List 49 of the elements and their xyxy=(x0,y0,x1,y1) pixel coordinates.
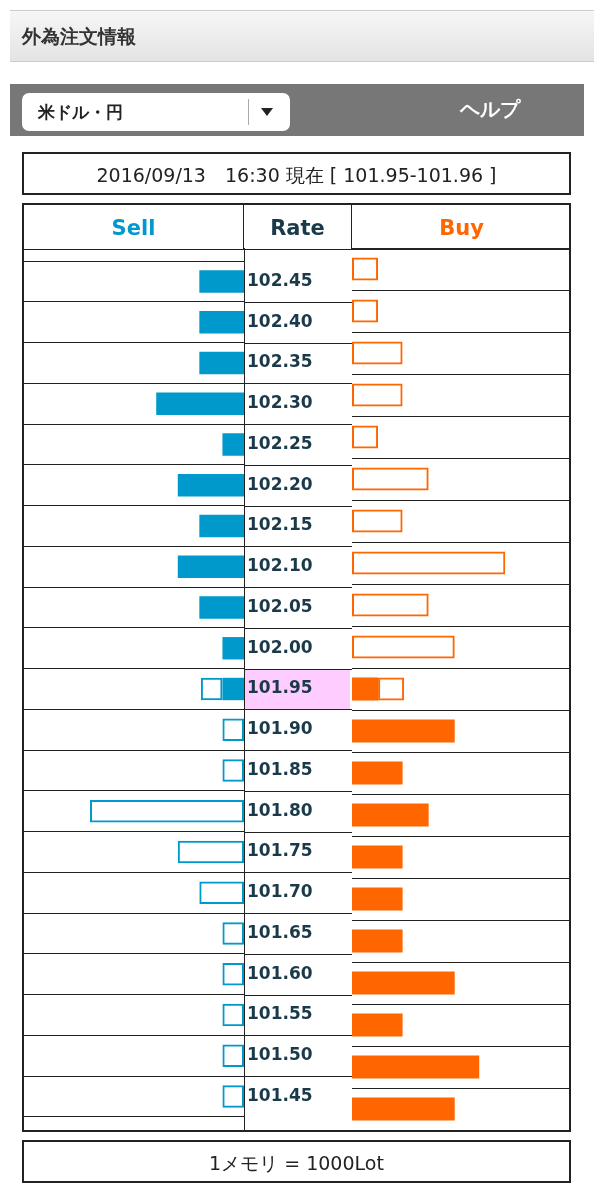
text: ヘルプ xyxy=(460,96,520,123)
bar xyxy=(352,971,455,995)
y-tick-label: 102.30 xyxy=(247,392,313,413)
bar xyxy=(352,1097,455,1121)
bar xyxy=(352,761,403,785)
y-tick-label: 102.10 xyxy=(247,555,313,576)
y-tick-label: 101.70 xyxy=(247,881,313,902)
y-tick-label: 101.55 xyxy=(247,1003,313,1024)
x-axis-title: Sell xyxy=(24,205,244,250)
text: 1メモリ = 1000Lot xyxy=(22,1140,571,1183)
y-tick-label: 102.45 xyxy=(247,269,313,290)
y-tick-label: 102.40 xyxy=(247,310,313,331)
bar xyxy=(199,514,244,538)
bar xyxy=(352,887,403,911)
bar xyxy=(352,803,429,827)
y-tick-label: 102.15 xyxy=(247,514,313,535)
y-tick-label: 101.90 xyxy=(247,718,313,739)
y-tick-label: 102.00 xyxy=(247,636,313,657)
y-tick-label: 101.60 xyxy=(247,962,313,983)
bar xyxy=(199,311,244,334)
text: 2016/09/13 16:30 現在 [ 101.95-101.96 ] xyxy=(22,152,571,195)
bar xyxy=(222,637,244,660)
bar xyxy=(177,555,244,578)
bar xyxy=(352,845,403,869)
y-tick-label: 101.65 xyxy=(247,921,313,942)
text: 米ドル・円 xyxy=(38,102,123,122)
y-tick-label: 101.50 xyxy=(247,1044,313,1065)
bar xyxy=(222,433,244,456)
bar xyxy=(199,270,244,293)
y-tick-label: 101.75 xyxy=(247,840,313,861)
y-tick-label: 102.20 xyxy=(247,473,313,494)
y-tick-label: 101.85 xyxy=(247,758,313,779)
bar xyxy=(156,392,244,415)
y-tick-label: 102.05 xyxy=(247,595,313,616)
bar xyxy=(352,929,403,953)
x-axis-title: Buy xyxy=(352,205,571,250)
y-tick-label: 101.95 xyxy=(247,677,313,698)
bar xyxy=(352,1013,403,1037)
y-axis-title: Rate xyxy=(244,205,352,250)
y-tick-label: 102.35 xyxy=(247,351,313,372)
y-tick-label: 102.25 xyxy=(247,432,313,453)
bar xyxy=(352,1055,480,1079)
y-tick-label: 101.80 xyxy=(247,799,313,820)
bar xyxy=(177,474,244,497)
chart-title: 外為注文情報 xyxy=(10,10,594,62)
y-tick-label: 101.45 xyxy=(247,1084,313,1105)
bar xyxy=(199,596,244,619)
bar xyxy=(199,351,244,375)
bar xyxy=(352,719,455,743)
